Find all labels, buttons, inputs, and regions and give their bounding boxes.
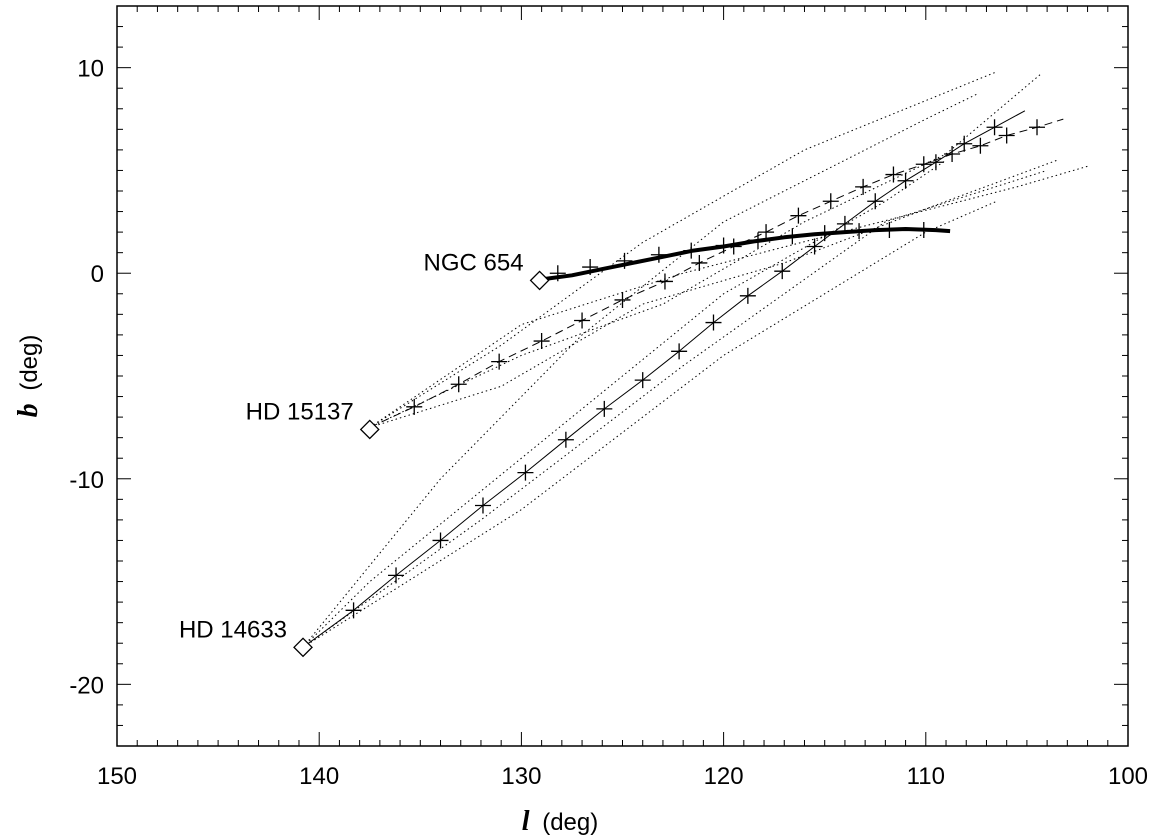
data-point-plus: [790, 207, 807, 224]
axis-ticks: [116, 6, 1129, 746]
object-diamond-marker: [293, 637, 313, 658]
series-line-thin-solid: [302, 110, 1026, 648]
data-point-plus: [549, 265, 566, 282]
object-diamond-marker: [359, 419, 380, 440]
data-point-plus: [614, 291, 631, 308]
data-point-plus: [881, 222, 898, 239]
data-point-plus: [855, 178, 872, 195]
data-point-plus: [656, 273, 673, 290]
series-layer: [302, 71, 1088, 648]
series-line-dotted: [302, 200, 997, 648]
x-tick-label: 110: [907, 763, 945, 790]
x-tick-labels: 150 140 130 120 110 100: [97, 763, 1148, 790]
x-tick-label: 140: [299, 763, 339, 790]
object-labels: NGC 654 HD 15137 HD 14633: [179, 249, 550, 658]
object-label: HD 15137: [246, 398, 354, 425]
data-point-plus: [972, 137, 989, 154]
y-axis-unit: (deg): [16, 335, 43, 391]
y-tick-labels: 10 0 -10 -20: [69, 56, 104, 700]
y-tick-label: -10: [69, 467, 104, 494]
data-point-plus: [822, 193, 839, 210]
y-tick-label: 10: [77, 56, 104, 83]
data-point-plus: [582, 259, 599, 276]
data-point-plus: [705, 314, 722, 331]
object-diamond-marker: [529, 270, 550, 291]
series-line-dotted: [302, 159, 947, 648]
data-point-plus: [491, 353, 508, 370]
x-axis-title: l (deg): [522, 806, 598, 837]
x-tick-label: 130: [501, 763, 541, 790]
y-tick-label: 0: [91, 261, 104, 288]
data-point-plus: [851, 223, 868, 240]
x-tick-label: 150: [97, 763, 137, 790]
data-point-plus: [596, 400, 613, 417]
data-point-plus: [388, 567, 405, 584]
data-point-plus: [634, 372, 651, 389]
data-point-plus: [517, 464, 534, 481]
y-axis-symbol: b: [13, 403, 44, 417]
series-line-thick-solid: [541, 227, 951, 282]
data-point-plus: [749, 232, 766, 249]
data-point-plus: [897, 172, 914, 189]
x-axis-symbol: l: [522, 806, 530, 837]
data-point-plus: [986, 119, 1003, 136]
data-point-plus: [557, 431, 574, 448]
data-point-plus: [725, 238, 742, 255]
series-line-dotted: [302, 93, 977, 648]
data-point-plus: [927, 154, 944, 171]
data-point-plus: [683, 242, 700, 259]
series-line-dotted: [369, 71, 997, 428]
data-point-plus: [739, 287, 756, 304]
data-point-plus: [774, 263, 791, 280]
data-point-plus: [671, 343, 688, 360]
data-point-plus: [574, 312, 591, 329]
data-point-plus: [998, 127, 1015, 144]
data-point-plus: [1029, 119, 1046, 136]
data-point-plus: [474, 497, 491, 514]
data-point-plus: [406, 398, 423, 415]
data-point-plus: [691, 254, 708, 271]
data-point-plus: [432, 532, 449, 549]
object-label: HD 14633: [179, 616, 287, 643]
y-axis-title: b (deg): [13, 335, 44, 418]
series-line-dotted: [302, 169, 1048, 648]
y-tick-label: -20: [69, 672, 104, 699]
object-label: NGC 654: [424, 249, 524, 276]
data-point-plus: [758, 224, 775, 241]
data-point-plus: [533, 333, 550, 350]
data-point-plus: [956, 135, 973, 152]
x-tick-label: 120: [704, 763, 744, 790]
series-line-dotted: [369, 73, 1042, 428]
data-point-plus: [885, 166, 902, 183]
x-axis-unit: (deg): [542, 809, 598, 836]
x-tick-label: 100: [1108, 763, 1148, 790]
data-point-plus: [806, 238, 823, 255]
data-point-plus: [450, 376, 467, 393]
data-point-plus: [650, 246, 667, 263]
data-point-plus: [784, 228, 801, 245]
data-point-plus: [915, 222, 932, 239]
series-line-dotted: [369, 165, 1088, 428]
